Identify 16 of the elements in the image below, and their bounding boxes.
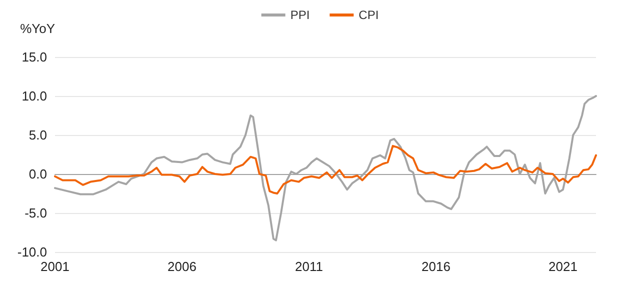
y-tick-label: 0.0 [28,166,47,182]
y-tick-label: 10.0 [22,88,47,104]
x-tick-label: 2001 [40,259,70,274]
line-series [54,95,597,242]
x-tick-label: 2021 [548,259,578,274]
y-tick-label: 15.0 [22,50,47,64]
legend-label: CPI [358,8,379,22]
x-tick-label: 2016 [422,259,450,274]
legend-label: PPI [290,8,310,22]
y-tick-label: 5.0 [28,128,47,142]
y-tick-label: -10.0 [17,244,47,260]
line-series [54,144,597,194]
x-tick-label: 2011 [295,259,323,274]
x-tick-label: 2006 [168,259,196,274]
y-tick-label: -5.0 [24,206,47,220]
y-axis-title: %YoY [20,21,56,36]
